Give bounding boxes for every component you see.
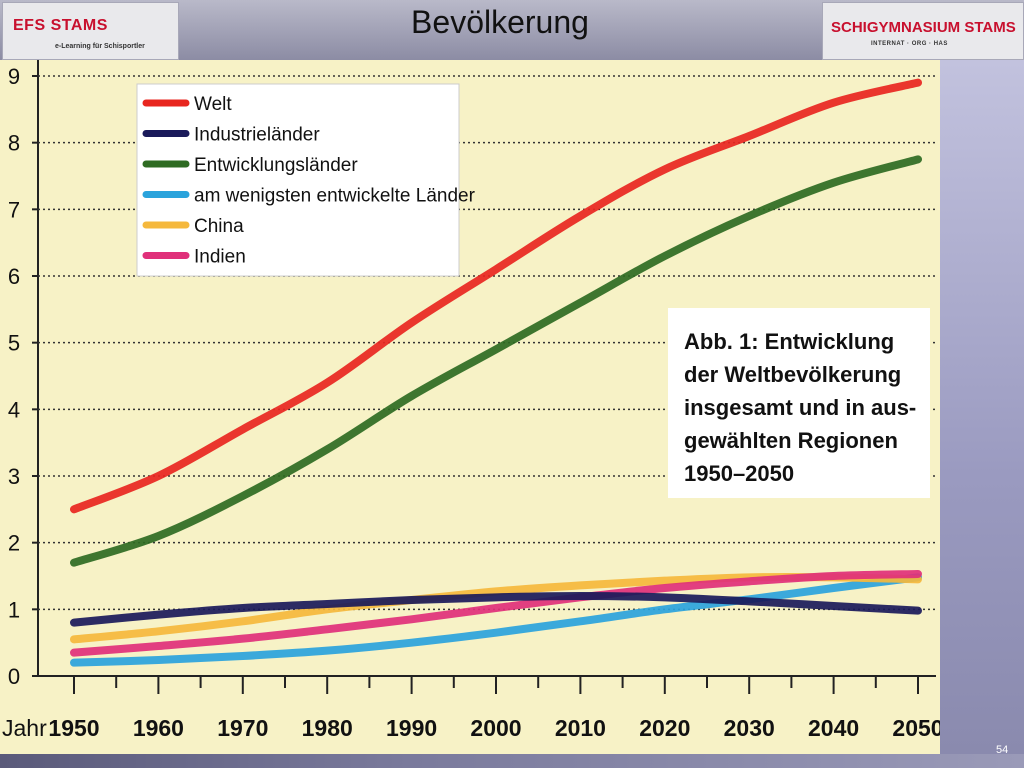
efs-logo-name: EFS STAMS <box>13 17 108 34</box>
x-tick-label: 2020 <box>639 715 690 741</box>
x-tick-label: 2010 <box>555 715 606 741</box>
slide-header: EFS STAMS e-Learning für Schisportler Be… <box>0 0 1024 60</box>
series-line-2 <box>70 592 922 627</box>
x-tick-label: 1990 <box>386 715 437 741</box>
population-line-chart: 0 1 2 3 4 5 6 7 8 9 1950 1960 1970 1980 1990 2000 2010 20… <box>2 60 944 741</box>
y-tick-label: 9 <box>8 64 20 89</box>
y-tick-label: 5 <box>8 331 20 356</box>
y-tick-label: 1 <box>8 597 20 622</box>
legend-label: Indien <box>194 247 246 268</box>
series-line-3 <box>70 155 922 567</box>
annotation-line: der Weltbevölkerung <box>684 362 901 387</box>
y-tick-label: 2 <box>8 531 20 556</box>
annotation-line: Abb. 1: Entwicklung <box>684 329 894 354</box>
y-tick-label: 6 <box>8 264 20 289</box>
y-tick-label: 4 <box>8 397 20 422</box>
x-axis-label: Jahr <box>2 715 47 741</box>
slide-title: Bevölkerung <box>411 4 589 40</box>
x-tick-label: 2000 <box>470 715 521 741</box>
series-line-1 <box>70 78 922 514</box>
x-tick-label: 1950 <box>48 715 99 741</box>
x-tick-label: 1980 <box>302 715 353 741</box>
y-tick-label: 0 <box>8 664 20 689</box>
legend-label: Entwicklungsländer <box>194 155 358 176</box>
y-tick-label: 7 <box>8 197 20 222</box>
slide-number: 54 <box>996 744 1009 756</box>
x-tick-label: 2040 <box>808 715 859 741</box>
x-tick-label: 1960 <box>133 715 184 741</box>
chart-area: 0 1 2 3 4 5 6 7 8 9 1950 1960 1970 1980 1990 2000 2010 20… <box>0 60 944 754</box>
annotation-box <box>668 308 930 498</box>
x-tick-label: 2050 <box>892 715 940 741</box>
y-tick-label: 3 <box>8 464 20 489</box>
schigymnasium-logo: SCHIGYMNASIUM STAMS INTERNAT · ORG · HAS <box>822 2 1024 60</box>
annotation-line: insgesamt und in aus- <box>684 395 916 420</box>
efs-stams-logo: EFS STAMS e-Learning für Schisportler <box>2 2 179 60</box>
series-line-4 <box>70 573 922 667</box>
legend-label: Industrieländer <box>194 125 320 146</box>
legend-label: China <box>194 216 244 237</box>
legend-label: Welt <box>194 94 232 115</box>
legend-box <box>136 83 460 277</box>
schigymnasium-logo-subtitle: INTERNAT · ORG · HAS <box>871 41 948 47</box>
schigymnasium-logo-name: SCHIGYMNASIUM STAMS <box>831 19 1016 36</box>
right-side-panel <box>940 60 1024 754</box>
series-line-6 <box>70 570 922 657</box>
y-tick-label: 8 <box>8 131 20 156</box>
efs-logo-subtitle: e-Learning für Schisportler <box>55 43 145 50</box>
annotation-line: gewählten Regionen <box>684 428 898 453</box>
x-tick-label: 1970 <box>217 715 268 741</box>
legend-label: am wenigsten entwickelte Länder <box>194 186 476 207</box>
annotation-line: 1950–2050 <box>684 461 794 486</box>
x-tick-label: 2030 <box>724 715 775 741</box>
